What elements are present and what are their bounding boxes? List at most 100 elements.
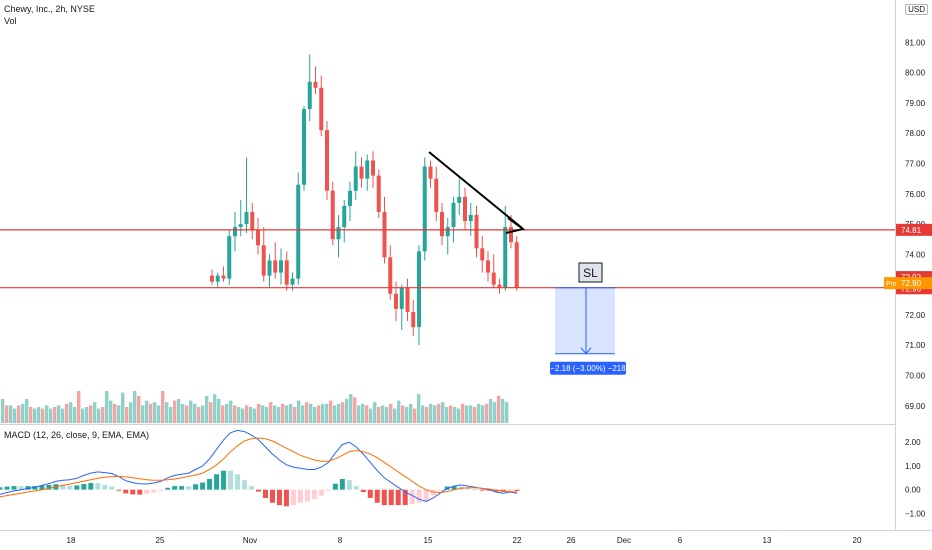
currency-badge[interactable]: USD [905,4,928,15]
volume-bar [469,405,473,423]
candle-body [371,160,375,176]
volume-bar [133,391,137,423]
volume-bar [141,405,145,423]
price-tick-label: 74.00 [905,250,926,259]
volume-bar [113,403,117,423]
macd-histogram-bar [109,486,115,490]
candle-body [468,215,473,222]
volume-bar [37,407,41,423]
price-label-high-line-bg [896,223,932,236]
volume-bar [137,395,141,423]
volume-bar [169,407,173,423]
candle-body [440,211,444,237]
volume-bar [273,405,277,423]
candle-body [215,275,220,282]
overlay-layer: −2.18 (−3.00%) −218 SL [0,151,895,503]
macd-histogram-bar [423,489,429,502]
time-tick-label: 20 [853,536,862,545]
volume-bar [25,399,29,423]
candle-body [342,205,347,228]
time-tick-label: 26 [567,536,576,545]
macd-histogram-bar [179,486,185,490]
candle-body [330,190,335,240]
volume-bar [505,402,509,423]
candle-body [388,257,393,294]
volume-bar [13,408,17,423]
volume-bar [61,408,65,423]
candle-body [267,260,272,276]
volume-bar [261,405,265,423]
volume-bar [157,405,161,423]
macd-histogram-bar [130,489,136,495]
volume-bar [501,399,505,423]
macd-histogram-bar [221,470,227,490]
candle-body [486,260,490,273]
measure-zone [555,287,615,354]
macd-histogram-bar [465,488,471,490]
candle-body [428,166,433,179]
macd-histogram-bar [235,474,241,490]
volume-bar [189,400,193,423]
price-tick-label: 77.00 [905,160,926,169]
volume-bar [353,397,357,423]
macd-histogram-bar [437,489,443,491]
macd-histogram-bar [74,485,80,490]
macd-histogram-bar [123,489,129,494]
volume-bar [333,405,337,423]
macd-tick-label: 2.00 [905,438,921,447]
candle-body [497,284,502,288]
macd-histogram-bar [360,489,366,493]
volume-bar [129,402,133,423]
volume-bar [337,403,341,423]
macd-histogram-bar [165,487,171,490]
volume-bar [49,408,53,423]
candle-body [399,287,404,309]
volume-bar [349,394,353,423]
volume-bar [277,407,281,423]
volume-bar [421,405,425,423]
macd-histogram-bar [88,483,94,490]
volume-bar [193,403,197,423]
macd-histogram-bar [137,489,143,495]
time-tick-label: 25 [156,536,165,545]
macd-histogram-bar [172,486,178,490]
volume-bar [445,407,449,423]
macd-histogram-bar [67,485,73,490]
stop-loss-box [578,262,603,283]
pre-value-bg [896,277,932,290]
volume-bar [301,405,305,423]
volume-bar [449,405,453,423]
candle-body [463,196,467,222]
candle-body [394,293,398,309]
volume-bar [257,403,261,423]
volume-bar [345,399,349,423]
candle-body [411,311,416,328]
volume-bar [437,403,441,423]
volume-bar [213,394,217,423]
macd-histogram-bar [25,486,31,490]
volume-bar [185,405,189,423]
volume-bar [365,405,369,423]
macd-histogram-layer [0,470,520,507]
macd-histogram-bar [32,486,38,490]
volume-bar [481,405,485,423]
volume-bar [153,402,157,423]
macd-histogram-bar [381,489,387,506]
volume-bar [33,408,37,423]
symbol-title[interactable]: Chewy, Inc., 2h, NYSE [4,4,95,14]
volume-bar [409,403,413,423]
volume-bar [177,399,181,423]
volume-bar [173,400,177,423]
price-tick-label: 79.00 [905,99,926,108]
measure-label: −2.18 (−3.00%) −218 [550,364,626,373]
macd-tick-label: 0.00 [905,486,921,495]
volume-bar [309,403,313,423]
volume-bar [41,408,45,423]
volume-bar [245,405,249,423]
macd-histogram-bar [409,489,415,504]
volume-bar [325,403,329,423]
time-tick-label: 8 [338,536,343,545]
macd-title[interactable]: MACD (12, 26, close, 9, EMA, EMA) [4,430,150,440]
